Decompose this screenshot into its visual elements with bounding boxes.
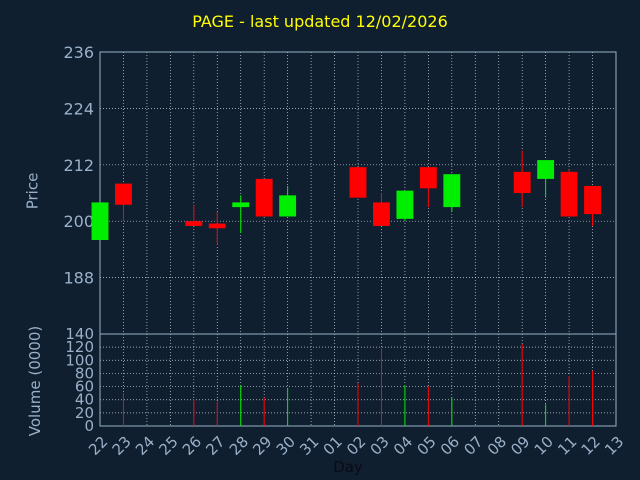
x-tick-label: 10 [531, 433, 557, 459]
candle-body [537, 160, 555, 179]
x-tick-label: 22 [85, 433, 111, 459]
x-tick-label: 08 [484, 433, 510, 459]
candle-body [115, 183, 132, 205]
x-tick-label: 06 [437, 433, 463, 459]
x-tick-label: 31 [296, 433, 322, 459]
volume-tick-label: 0 [84, 417, 94, 435]
candle-body [255, 178, 273, 217]
x-tick-label: 27 [202, 433, 228, 459]
price-tick-label: 200 [63, 212, 94, 231]
price-tick-label: 224 [63, 99, 94, 118]
candle-body [208, 223, 226, 229]
chart-title: PAGE - last updated 12/02/2026 [192, 12, 448, 31]
x-tick-label: 02 [343, 433, 369, 459]
x-tick-label: 03 [367, 433, 393, 459]
candle-body [185, 221, 203, 226]
price-tick-label: 212 [63, 156, 94, 175]
x-tick-label: 29 [249, 433, 275, 459]
candle-body [419, 167, 437, 189]
candle-body [279, 195, 297, 217]
volume-tick-label: 120 [65, 338, 94, 356]
candle-body [443, 174, 461, 208]
x-tick-label: 07 [460, 433, 486, 459]
candle-body [91, 202, 109, 240]
x-tick-label: 01 [320, 433, 346, 459]
candle-body [513, 171, 531, 193]
candle-body [232, 202, 250, 208]
price-tick-label: 188 [63, 269, 94, 288]
price-tick-label: 236 [63, 43, 94, 62]
x-tick-label: 09 [507, 433, 533, 459]
candle-body [396, 190, 414, 219]
volume-tick-label: 60 [75, 378, 94, 396]
candle-body [560, 171, 578, 217]
x-tick-label: 25 [155, 433, 181, 459]
candle-body [349, 167, 367, 198]
x-tick-label: 13 [601, 433, 627, 459]
x-axis-label: Day [333, 458, 363, 476]
x-tick-label: 05 [413, 433, 439, 459]
x-tick-label: 24 [132, 433, 158, 459]
volume-tick-label: 20 [75, 404, 94, 422]
volume-tick-label: 100 [65, 351, 94, 369]
x-tick-label: 26 [179, 433, 205, 459]
x-tick-label: 11 [554, 433, 580, 459]
x-tick-label: 28 [226, 433, 252, 459]
volume-tick-label: 140 [65, 325, 94, 343]
volume-tick-label: 40 [75, 391, 94, 409]
x-tick-label: 12 [578, 433, 604, 459]
candle-body [373, 202, 390, 226]
volume-tick-label: 80 [75, 364, 94, 382]
x-tick-label: 04 [390, 433, 416, 459]
candle-body [584, 185, 601, 215]
x-tick-label: 23 [109, 433, 135, 459]
x-tick-label: 30 [273, 433, 299, 459]
